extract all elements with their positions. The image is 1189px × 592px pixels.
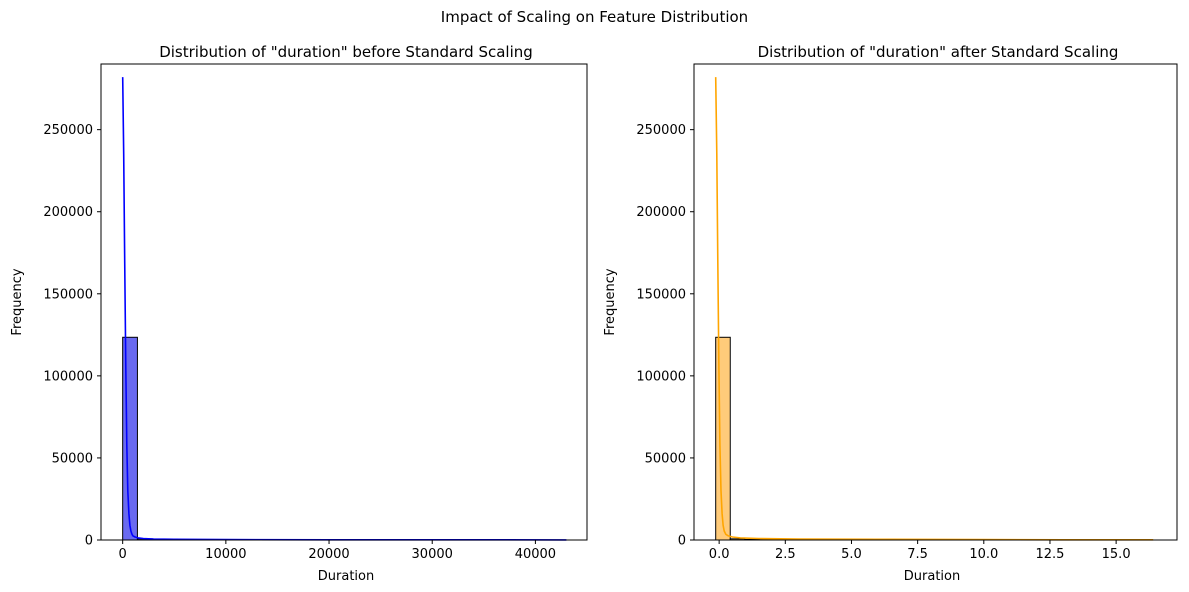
right-y-tick-label-5: 250000 xyxy=(636,123,686,138)
right-x-tick-label-6: 15.0 xyxy=(1102,547,1131,562)
right-x-tick-label-3: 7.5 xyxy=(907,547,928,562)
right-histogram-panel: Distribution of "duration" after Standar… xyxy=(603,43,1178,584)
left-y-tick-label-0: 0 xyxy=(85,534,93,549)
right-x-tick-label-4: 10.0 xyxy=(969,547,998,562)
right-x-tick-label-2: 5.0 xyxy=(841,547,862,562)
right-x-axis-label: Duration xyxy=(904,569,960,584)
right-y-tick-label-3: 150000 xyxy=(636,287,686,302)
left-y-tick-label-5: 250000 xyxy=(43,123,93,138)
left-histogram-panel: Distribution of "duration" before Standa… xyxy=(10,43,588,584)
right-axes-frame xyxy=(693,63,1178,541)
left-y-axis-label: Frequency xyxy=(10,268,25,335)
left-y-tick-label-4: 200000 xyxy=(43,205,93,220)
left-y-tick-label-2: 100000 xyxy=(43,369,93,384)
left-histogram-bar-0 xyxy=(122,336,138,541)
right-x-tick-label-0: 0.0 xyxy=(709,547,730,562)
right-histogram-bar-0 xyxy=(715,336,731,541)
right-y-tick-label-1: 50000 xyxy=(645,451,686,466)
left-x-tick-label-1: 10000 xyxy=(205,547,246,562)
left-x-axis-label: Duration xyxy=(318,569,374,584)
left-x-tick-label-3: 30000 xyxy=(412,547,453,562)
right-y-tick-label-2: 100000 xyxy=(636,369,686,384)
right-y-axis-label: Frequency xyxy=(603,268,618,335)
left-kde-line xyxy=(121,77,567,541)
right-y-tick-label-0: 0 xyxy=(678,534,686,549)
figure-suptitle: Impact of Scaling on Feature Distributio… xyxy=(441,8,748,26)
left-x-tick-label-2: 20000 xyxy=(308,547,349,562)
right-x-tick-label-1: 2.5 xyxy=(775,547,796,562)
right-y-tick-label-4: 200000 xyxy=(636,205,686,220)
right-chart-title: Distribution of "duration" after Standar… xyxy=(758,43,1119,61)
left-x-tick-label-4: 40000 xyxy=(515,547,556,562)
left-x-tick-label-0: 0 xyxy=(119,547,127,562)
right-kde-line xyxy=(714,77,1154,541)
left-y-tick-label-3: 150000 xyxy=(43,287,93,302)
left-y-tick-label-1: 50000 xyxy=(52,451,93,466)
left-axes-frame xyxy=(100,63,588,541)
left-chart-title: Distribution of "duration" before Standa… xyxy=(159,43,533,61)
right-x-tick-label-5: 12.5 xyxy=(1035,547,1064,562)
